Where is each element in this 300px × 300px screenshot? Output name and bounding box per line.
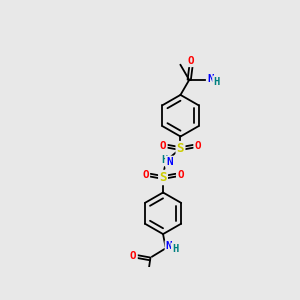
Text: O: O	[188, 56, 195, 66]
Text: S: S	[159, 171, 167, 184]
Text: H: H	[213, 76, 220, 86]
Text: S: S	[177, 142, 184, 155]
Text: O: O	[130, 251, 137, 261]
Text: N: N	[166, 241, 172, 251]
Text: H: H	[172, 244, 178, 254]
Text: N: N	[166, 157, 173, 167]
Text: O: O	[142, 170, 149, 180]
Text: H: H	[161, 155, 167, 165]
Text: N: N	[207, 74, 214, 84]
Text: O: O	[194, 141, 201, 151]
Text: O: O	[160, 141, 167, 151]
Text: O: O	[177, 170, 184, 180]
